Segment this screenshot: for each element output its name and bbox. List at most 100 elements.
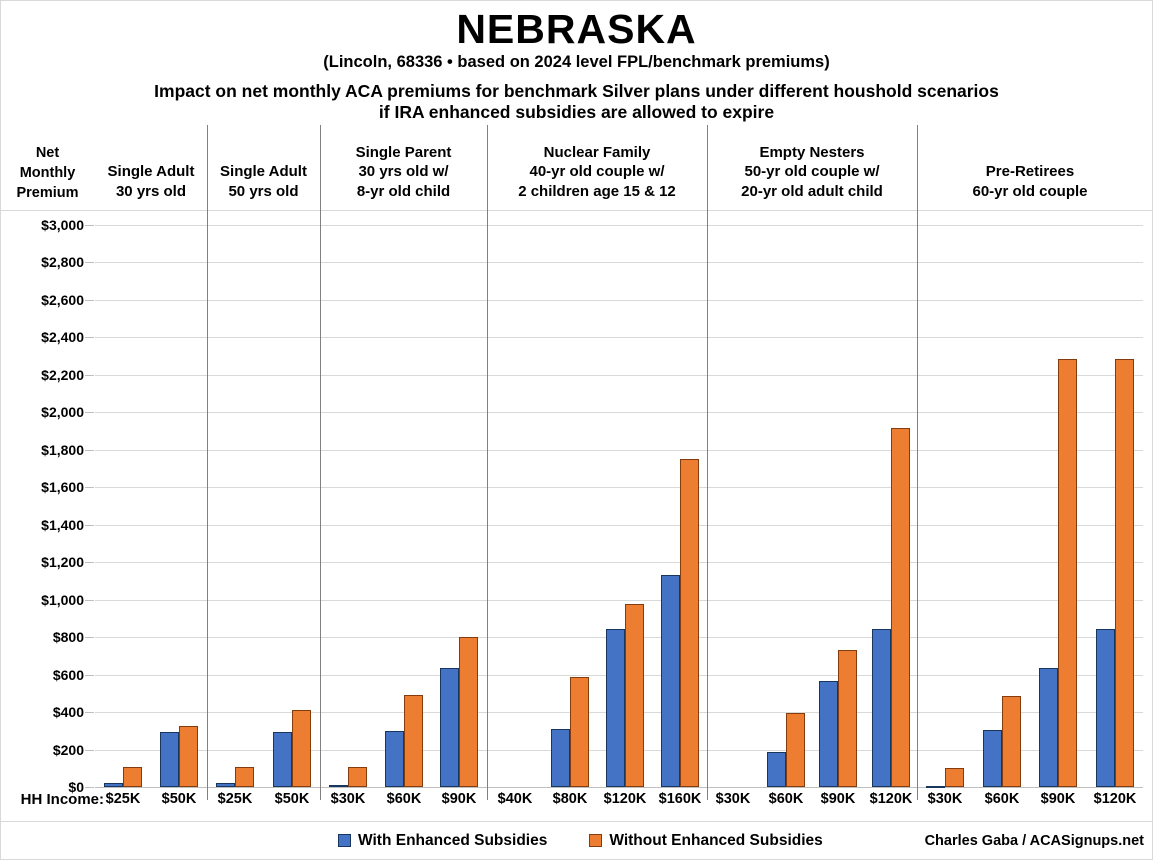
y-axis-tick	[85, 750, 94, 751]
group-header: Nuclear Family 40-yr old couple w/2 child…	[488, 125, 706, 205]
group-header-line: 2 children age 15 & 12	[518, 182, 676, 200]
legend-label-without: Without Enhanced Subsidies	[609, 831, 823, 849]
bar-with-enhanced-subsidies	[819, 681, 838, 787]
income-label: $90K	[441, 791, 477, 807]
bar-with-enhanced-subsidies	[385, 731, 404, 787]
footer-top-rule	[0, 821, 1153, 822]
gridline	[95, 337, 1143, 338]
gridline	[95, 487, 1143, 488]
group-header-line: Nuclear Family	[543, 143, 651, 161]
y-axis-tick	[85, 562, 94, 563]
group-divider	[487, 125, 488, 800]
group-header-line: Single Parent	[355, 143, 452, 161]
income-label: $30K	[330, 791, 366, 807]
y-axis-tick	[85, 450, 94, 451]
gridline	[95, 262, 1143, 263]
bar-with-enhanced-subsidies	[661, 575, 680, 787]
group-header: Pre-Retirees 60-yr old couple	[918, 125, 1142, 205]
gridline	[95, 525, 1143, 526]
income-label: $60K	[386, 791, 422, 807]
income-label: $90K	[1040, 791, 1076, 807]
y-axis-tick-label: $400	[52, 704, 84, 720]
y-axis-tick-label: $600	[52, 667, 84, 683]
bar-without-enhanced-subsidies	[786, 713, 805, 787]
gridline	[95, 412, 1143, 413]
bar-with-enhanced-subsidies	[983, 730, 1002, 787]
y-axis-tick	[85, 412, 94, 413]
y-axis-tick	[85, 262, 94, 263]
group-divider	[207, 125, 208, 800]
group-header-line: 8-yr old child	[356, 182, 451, 200]
gridline	[95, 450, 1143, 451]
legend-item-without-subsidies: Without Enhanced Subsidies	[589, 831, 823, 850]
y-axis-tick-label: $1,400	[41, 517, 84, 533]
group-header-line: 40-yr old couple w/	[529, 163, 665, 180]
gridline	[95, 225, 1143, 226]
group-header-line: 30 yrs old	[115, 182, 187, 200]
y-axis-tick-label: $200	[52, 742, 84, 758]
chart-heading-line1: Impact on net monthly ACA premiums for b…	[154, 81, 999, 101]
chart-heading: Impact on net monthly ACA premiums for b…	[0, 81, 1153, 123]
x-axis-title: HH Income:	[20, 791, 104, 808]
y-axis-tick	[85, 337, 94, 338]
income-label: $60K	[984, 791, 1020, 807]
bar-without-enhanced-subsidies	[1115, 359, 1134, 787]
gridline	[95, 300, 1143, 301]
y-axis-tick-label: $2,400	[41, 329, 84, 345]
group-header-line: 50 yrs old	[228, 182, 299, 200]
bar-without-enhanced-subsidies	[179, 726, 198, 787]
income-label: $160K	[658, 791, 702, 807]
y-axis-tick-label: $800	[52, 629, 84, 645]
bar-with-enhanced-subsidies	[160, 732, 179, 787]
y-axis-tick	[85, 525, 94, 526]
income-label: $90K	[820, 791, 856, 807]
header-bottom-rule	[0, 210, 1153, 211]
y-axis-title: Net Monthly Premium	[16, 145, 79, 201]
y-axis-tick	[85, 375, 94, 376]
gridline	[95, 787, 1143, 788]
group-header: Empty Nesters 50-yr old couple w/20-yr ol…	[708, 125, 916, 205]
income-label: $80K	[552, 791, 588, 807]
group-header-line: 60-yr old couple	[972, 182, 1088, 200]
y-axis-tick-label: $3,000	[41, 217, 84, 233]
income-label: $50K	[274, 791, 310, 807]
bar-with-enhanced-subsidies	[104, 783, 123, 787]
bar-without-enhanced-subsidies	[123, 767, 142, 787]
group-divider	[917, 125, 918, 800]
title-block: NEBRASKA (Lincoln, 68336 • based on 2024…	[0, 6, 1153, 72]
bar-with-enhanced-subsidies	[440, 668, 459, 787]
y-axis-tick	[85, 712, 94, 713]
bar-with-enhanced-subsidies	[767, 752, 786, 787]
bar-without-enhanced-subsidies	[945, 768, 964, 787]
bar-without-enhanced-subsidies	[1058, 359, 1077, 787]
y-axis-tick-label: $2,600	[41, 292, 84, 308]
legend-item-with-subsidies: With Enhanced Subsidies	[338, 832, 547, 850]
bar-with-enhanced-subsidies	[1096, 629, 1115, 787]
income-label: $120K	[869, 791, 913, 807]
income-label: $120K	[603, 791, 647, 807]
bar-without-enhanced-subsidies	[891, 428, 910, 787]
gridline	[95, 562, 1143, 563]
gridline	[95, 375, 1143, 376]
group-header-line: 30 yrs old w/	[358, 163, 449, 180]
group-header: Single Parent 30 yrs old w/8-yr old child	[321, 125, 486, 205]
income-label: $25K	[105, 791, 141, 807]
income-label: $50K	[161, 791, 197, 807]
legend: With Enhanced Subsidies Without Enhanced…	[338, 822, 823, 859]
income-label: $30K	[715, 791, 751, 807]
y-axis-tick-label: $2,800	[41, 254, 84, 270]
y-axis-tick	[85, 675, 94, 676]
group-header-line: 20-yr old adult child	[741, 182, 883, 200]
chart-title: NEBRASKA	[456, 6, 697, 52]
bar-without-enhanced-subsidies	[348, 767, 367, 787]
legend-row: With Enhanced Subsidies Without Enhanced…	[0, 822, 1153, 859]
bar-with-enhanced-subsidies	[551, 729, 570, 787]
bar-with-enhanced-subsidies	[329, 785, 348, 787]
bar-with-enhanced-subsidies	[606, 629, 625, 787]
income-label: $120K	[1093, 791, 1137, 807]
bar-without-enhanced-subsidies	[404, 695, 423, 787]
group-header-line: Single Adult	[107, 163, 195, 180]
group-header: Single Adult 30 yrs old	[96, 125, 206, 205]
y-axis-tick-label: $1,800	[41, 442, 84, 458]
y-axis-tick	[85, 300, 94, 301]
